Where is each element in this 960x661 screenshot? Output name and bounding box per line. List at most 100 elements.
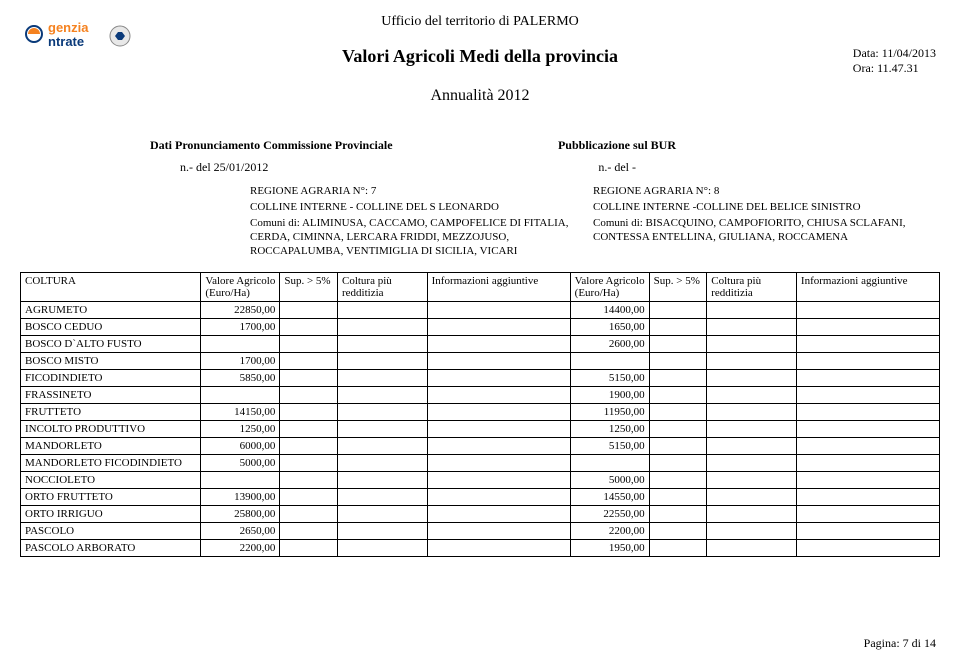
table-cell — [427, 523, 570, 540]
table-row: PASCOLO2650,002200,00 — [21, 523, 940, 540]
table-cell: 5150,00 — [570, 438, 649, 455]
table-cell — [796, 336, 939, 353]
region-right-num: REGIONE AGRARIA N°: 8 — [593, 185, 916, 197]
table-cell: 2650,00 — [201, 523, 280, 540]
table-cell — [427, 336, 570, 353]
table-cell — [280, 387, 338, 404]
main-title: Valori Agricoli Medi della provincia — [0, 46, 960, 67]
table-cell — [427, 438, 570, 455]
table-cell — [707, 489, 797, 506]
header-date-block: Data: 11/04/2013 Ora: 11.47.31 — [853, 46, 936, 76]
table-cell: 1650,00 — [570, 319, 649, 336]
table-cell: 25800,00 — [201, 506, 280, 523]
table-cell — [427, 540, 570, 557]
data-table: COLTURA Valore Agricolo (Euro/Ha) Sup. >… — [20, 272, 940, 557]
table-row: BOSCO CEDUO1700,00 1650,00 — [21, 319, 940, 336]
table-cell: 14150,00 — [201, 404, 280, 421]
table-cell: ORTO IRRIGUO — [21, 506, 201, 523]
table-cell — [337, 438, 427, 455]
table-cell — [649, 421, 707, 438]
table-body: AGRUMETO22850,0014400,00BOSCO CEDUO1700,… — [21, 302, 940, 557]
table-cell — [707, 472, 797, 489]
table-cell — [796, 540, 939, 557]
table-cell — [649, 353, 707, 370]
table-cell — [280, 540, 338, 557]
table-cell — [649, 506, 707, 523]
del-right: n.- del - — [598, 160, 636, 175]
table-cell — [707, 506, 797, 523]
table-cell — [427, 506, 570, 523]
table-cell: PASCOLO ARBORATO — [21, 540, 201, 557]
table-cell — [649, 540, 707, 557]
table-cell: 13900,00 — [201, 489, 280, 506]
table-cell — [796, 455, 939, 472]
table-cell — [427, 302, 570, 319]
table-cell: 5150,00 — [570, 370, 649, 387]
page: genzia ntrate Ufficio del territorio di … — [0, 0, 960, 661]
table-cell: MANDORLETO FICODINDIETO — [21, 455, 201, 472]
table-cell — [649, 302, 707, 319]
table-cell: BOSCO D`ALTO FUSTO — [21, 336, 201, 353]
region-right: REGIONE AGRARIA N°: 8 COLLINE INTERNE -C… — [593, 185, 936, 258]
table-cell — [280, 319, 338, 336]
table-cell: 14550,00 — [570, 489, 649, 506]
th-valore-1: Valore Agricolo (Euro/Ha) — [201, 273, 280, 302]
office-label: Ufficio del territorio di PALERMO — [0, 14, 960, 30]
table-cell: BOSCO CEDUO — [21, 319, 201, 336]
table-cell — [280, 302, 338, 319]
table-cell: 5850,00 — [201, 370, 280, 387]
table-cell — [707, 438, 797, 455]
table-cell — [280, 472, 338, 489]
table-cell: 5000,00 — [570, 472, 649, 489]
table-cell — [649, 523, 707, 540]
table-row: MANDORLETO FICODINDIETO5000,00 — [21, 455, 940, 472]
th-valore-2: Valore Agricolo (Euro/Ha) — [570, 273, 649, 302]
time-label: Ora: 11.47.31 — [853, 61, 936, 76]
table-cell: 2600,00 — [570, 336, 649, 353]
th-sup-1: Sup. > 5% — [280, 273, 338, 302]
table-cell — [280, 421, 338, 438]
table-cell — [337, 387, 427, 404]
table-cell: FICODINDIETO — [21, 370, 201, 387]
table-cell — [427, 421, 570, 438]
table-cell — [427, 319, 570, 336]
table-cell: 2200,00 — [570, 523, 649, 540]
table-cell — [796, 523, 939, 540]
table-cell: FRUTTETO — [21, 404, 201, 421]
th-sup-2: Sup. > 5% — [649, 273, 707, 302]
table-cell: 1700,00 — [201, 319, 280, 336]
table-cell — [796, 506, 939, 523]
region-right-comuni: Comuni di: BISACQUINO, CAMPOFIORITO, CHI… — [593, 217, 916, 245]
table-cell — [796, 404, 939, 421]
table-cell — [649, 472, 707, 489]
table-cell — [337, 489, 427, 506]
table-row: BOSCO D`ALTO FUSTO 2600,00 — [21, 336, 940, 353]
table-cell: MANDORLETO — [21, 438, 201, 455]
table-cell — [201, 387, 280, 404]
table-cell — [796, 438, 939, 455]
table-cell — [280, 455, 338, 472]
table-cell: 2200,00 — [201, 540, 280, 557]
table-cell — [796, 353, 939, 370]
table-cell — [427, 387, 570, 404]
region-right-name: COLLINE INTERNE -COLLINE DEL BELICE SINI… — [593, 201, 916, 213]
th-red-1: Coltura più redditizia — [337, 273, 427, 302]
table-cell — [707, 387, 797, 404]
th-red-2: Coltura più redditizia — [707, 273, 797, 302]
table-cell — [280, 353, 338, 370]
table-cell — [796, 421, 939, 438]
table-row: FRUTTETO14150,0011950,00 — [21, 404, 940, 421]
region-left-comuni: Comuni di: ALIMINUSA, CACCAMO, CAMPOFELI… — [250, 217, 573, 258]
table-row: INCOLTO PRODUTTIVO1250,001250,00 — [21, 421, 940, 438]
table-cell — [337, 523, 427, 540]
table-cell — [337, 421, 427, 438]
commission-row: Dati Pronunciamento Commissione Provinci… — [150, 138, 936, 153]
table-cell — [427, 489, 570, 506]
table-cell — [707, 319, 797, 336]
commission-right: Pubblicazione sul BUR — [558, 138, 676, 153]
table-cell — [337, 540, 427, 557]
table-row: ORTO IRRIGUO25800,0022550,00 — [21, 506, 940, 523]
table-cell — [280, 370, 338, 387]
table-cell — [796, 370, 939, 387]
table-cell — [280, 489, 338, 506]
